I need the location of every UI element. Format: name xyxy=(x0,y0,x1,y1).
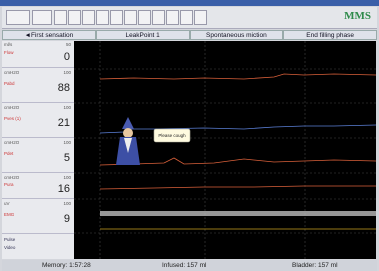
toolbar-button[interactable] xyxy=(194,10,207,25)
status-bar: Memory: 1:57:28 Infused: 157 ml Bladder:… xyxy=(2,260,377,271)
tab[interactable]: End filling phase xyxy=(283,30,377,40)
channel-unit: cmH2O xyxy=(4,140,19,145)
toolbar-button[interactable] xyxy=(124,10,137,25)
toolbar-button[interactable] xyxy=(96,10,109,25)
channel-name: Pves (1) xyxy=(4,116,21,121)
channel-value: 88 xyxy=(58,82,70,94)
toolbar-button[interactable] xyxy=(180,10,193,25)
channel-unit: cmH2O xyxy=(4,175,19,180)
channel-scale: 100 xyxy=(63,105,71,110)
channel-row: ml/s 50 Flow 0 xyxy=(2,41,74,68)
channel-name: Pura xyxy=(4,182,14,187)
channel-value: 9 xyxy=(64,213,70,225)
brand-logo: MMS xyxy=(344,10,371,22)
channel-row: cmH2O 100 Pabd 88 xyxy=(2,69,74,103)
channel-unit: uV xyxy=(4,201,10,206)
status-memory: Memory: 1:57:28 xyxy=(42,260,91,271)
channel-name: Pdet xyxy=(4,151,13,156)
toolbar-button[interactable] xyxy=(138,10,151,25)
toolbar-button[interactable] xyxy=(32,10,52,25)
status-infused: Infused: 157 ml xyxy=(162,260,206,271)
channel-value: 0 xyxy=(64,51,70,63)
emg-band xyxy=(100,211,376,216)
channel-scale: 50 xyxy=(66,42,71,47)
toolbar-button[interactable] xyxy=(6,10,30,25)
toolbar-button[interactable] xyxy=(82,10,95,25)
channel-unit: cmH2O xyxy=(4,105,19,110)
app-window: MMS ◄First sensationLeakPoint 1Spontaneo… xyxy=(0,0,379,271)
channel-name: Pabd xyxy=(4,81,15,86)
toolbar-button[interactable] xyxy=(54,10,67,25)
channel-name: EMG xyxy=(4,212,14,217)
channel-scale: 100 xyxy=(63,201,71,206)
tab[interactable]: ◄First sensation xyxy=(2,30,96,40)
channel-row: uV 100 EMG 9 xyxy=(2,200,74,234)
channel-unit: ml/s xyxy=(4,42,12,47)
channel-value: 5 xyxy=(64,152,70,164)
channel-row: cmH2O 100 Pura 16 xyxy=(2,174,74,199)
trace-plot: Please cough xyxy=(74,41,376,259)
channel-value: 21 xyxy=(58,117,70,129)
channel-panel: ml/s 50 Flow 0 cmH2O 100 Pabd 88 cmH2O 100 Pves (1… xyxy=(2,41,74,259)
tab[interactable]: Spontaneous miction xyxy=(190,30,284,40)
toolbar-button[interactable] xyxy=(152,10,165,25)
title-bar xyxy=(0,0,379,6)
tab[interactable]: LeakPoint 1 xyxy=(96,30,190,40)
channel-scale: 100 xyxy=(63,140,71,145)
toolbar-button[interactable] xyxy=(166,10,179,25)
channel-scale: 100 xyxy=(63,70,71,75)
channel-name: Flow xyxy=(4,50,14,55)
channel-row: cmH2O 100 Pves (1) 21 xyxy=(2,104,74,138)
extra-channel: Pulse xyxy=(4,237,15,242)
toolbar-button[interactable] xyxy=(110,10,123,25)
callout-text: Please cough xyxy=(158,133,186,138)
extra-channel: Video xyxy=(4,245,15,250)
channel-scale: 100 xyxy=(63,175,71,180)
channel-row: cmH2O 100 Pdet 5 xyxy=(2,139,74,173)
toolbar-button[interactable] xyxy=(68,10,81,25)
toolbar: MMS xyxy=(2,7,377,29)
channel-value: 16 xyxy=(58,183,70,195)
channel-unit: cmH2O xyxy=(4,70,19,75)
status-bladder: Bladder: 157 ml xyxy=(292,260,338,271)
